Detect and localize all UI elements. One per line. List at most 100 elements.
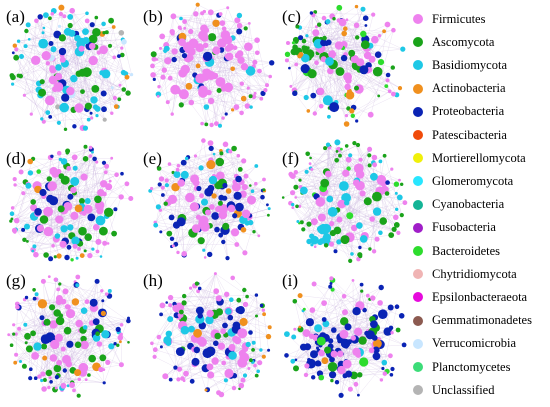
network-node-bacteroidetes	[393, 181, 400, 187]
network-edge	[175, 140, 204, 245]
network-node-proteobacteria	[346, 339, 352, 345]
network-node-actinobacteria	[100, 310, 106, 316]
network-node-firmicutes	[259, 96, 264, 101]
network-node-firmicutes	[188, 28, 194, 35]
network-node-firmicutes	[95, 238, 102, 245]
network-node-firmicutes	[298, 204, 302, 208]
network-node-proteobacteria	[383, 327, 392, 336]
network-node-actinobacteria	[27, 158, 33, 165]
network-node-firmicutes	[152, 354, 157, 359]
network-node-firmicutes	[164, 57, 172, 65]
legend-item-ascomycota: Ascomycota	[410, 31, 494, 53]
network-node-ascomycota	[368, 247, 372, 251]
legend-swatch	[413, 292, 423, 303]
network-node-proteobacteria	[309, 11, 314, 15]
network-node-firmicutes	[228, 343, 236, 352]
network-panel-f	[281, 139, 408, 263]
network-node-basidiomycota	[91, 247, 95, 251]
network-node-ascomycota	[42, 378, 47, 382]
network-node-basidiomycota	[245, 341, 251, 348]
network-node-ascomycota	[330, 378, 334, 383]
network-edge	[150, 174, 178, 192]
network-panel-d	[9, 144, 134, 262]
network-edge	[29, 348, 31, 379]
network-node-firmicutes	[293, 327, 297, 331]
network-edge	[187, 46, 271, 77]
network-node-firmicutes	[70, 186, 77, 194]
network-edge	[27, 336, 67, 360]
network-node-basidiomycota	[291, 202, 295, 207]
network-node-basidiomycota	[25, 22, 31, 28]
network-node-proteobacteria	[37, 14, 43, 20]
network-node-firmicutes	[183, 26, 187, 30]
network-node-actinobacteria	[56, 253, 62, 259]
network-node-basidiomycota	[223, 378, 228, 383]
network-node-ascomycota	[87, 373, 91, 377]
network-node-firmicutes	[158, 208, 163, 212]
network-edge	[82, 72, 118, 107]
network-node-firmicutes	[353, 381, 359, 387]
network-node-firmicutes	[40, 371, 46, 377]
network-node-firmicutes	[45, 61, 50, 66]
network-edge	[295, 25, 366, 41]
network-node-basidiomycota	[291, 334, 297, 340]
network-edge	[13, 52, 60, 123]
network-node-firmicutes	[336, 350, 344, 358]
legend-swatch	[413, 37, 423, 48]
network-node-basidiomycota	[218, 123, 222, 128]
network-edge	[94, 158, 112, 160]
network-edge	[42, 300, 103, 375]
network-node-firmicutes	[120, 46, 124, 50]
network-node-proteobacteria	[46, 194, 55, 203]
network-edge	[86, 72, 118, 107]
network-edge	[286, 355, 325, 361]
network-node-ascomycota	[10, 217, 14, 221]
network-edge	[44, 346, 105, 383]
network-node-firmicutes	[304, 363, 310, 369]
network-node-proteobacteria	[358, 245, 362, 250]
network-edge	[310, 168, 397, 226]
network-node-basidiomycota	[40, 378, 44, 383]
network-edge	[85, 40, 105, 120]
network-edge	[50, 38, 78, 117]
network-edge	[358, 374, 360, 396]
network-node-proteobacteria	[371, 335, 378, 341]
network-node-firmicutes	[88, 154, 93, 158]
network-node-actinobacteria	[382, 29, 386, 34]
legend-swatch	[413, 199, 423, 210]
network-node-proteobacteria	[389, 373, 394, 377]
network-node-basidiomycota	[350, 252, 354, 256]
network-edge	[300, 295, 398, 307]
network-edge	[56, 376, 80, 380]
network-node-basidiomycota	[303, 94, 309, 101]
network-node-firmicutes	[365, 293, 370, 298]
network-edge	[299, 55, 350, 92]
network-panel-e	[148, 138, 271, 261]
network-node-proteobacteria	[198, 322, 206, 330]
network-node-proteobacteria	[159, 230, 163, 234]
network-node-basidiomycota	[290, 358, 296, 364]
network-node-firmicutes	[45, 95, 55, 106]
network-node-proteobacteria	[221, 239, 226, 245]
network-node-actinobacteria	[267, 325, 272, 330]
network-edge	[339, 7, 345, 45]
network-node-basidiomycota	[27, 38, 31, 41]
network-node-firmicutes	[351, 279, 355, 282]
network-node-firmicutes	[60, 382, 67, 389]
network-edge	[184, 21, 221, 126]
network-node-firmicutes	[308, 333, 315, 340]
network-node-basidiomycota	[348, 153, 353, 158]
network-node-unclassified	[118, 30, 125, 36]
legend-label: Bacteroidetes	[432, 243, 501, 258]
network-node-firmicutes	[156, 334, 162, 340]
network-edge	[25, 298, 60, 325]
network-edge	[104, 26, 114, 71]
network-node-ascomycota	[49, 304, 56, 311]
network-node-ascomycota	[354, 85, 359, 91]
network-node-actinobacteria	[206, 160, 216, 170]
network-node-firmicutes	[75, 274, 81, 280]
network-node-actinobacteria	[262, 312, 266, 317]
network-edge	[92, 152, 98, 252]
network-edge	[43, 281, 73, 386]
legend-item-firmicutes: Firmicutes	[410, 8, 485, 30]
